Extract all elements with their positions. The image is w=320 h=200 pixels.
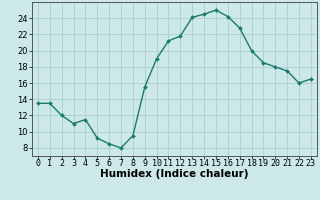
X-axis label: Humidex (Indice chaleur): Humidex (Indice chaleur) bbox=[100, 169, 249, 179]
